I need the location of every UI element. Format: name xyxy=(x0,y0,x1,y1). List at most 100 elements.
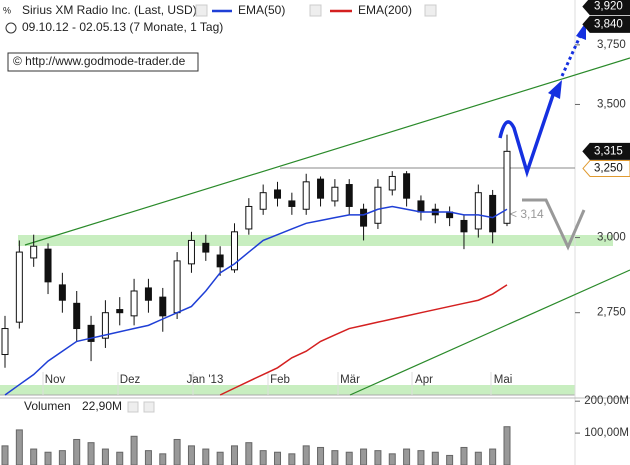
legend-label: EMA(50) xyxy=(238,3,285,17)
candle-body xyxy=(331,186,339,202)
candle-body xyxy=(116,309,124,314)
candle-body xyxy=(44,248,52,283)
y-tick-label: 2,750 xyxy=(597,307,626,319)
candle-body xyxy=(259,192,267,210)
settings-icon[interactable] xyxy=(127,401,139,413)
settings-icon[interactable] xyxy=(143,401,155,413)
candle-body xyxy=(202,242,210,253)
candle-body xyxy=(58,284,66,301)
x-tick-label: Mär xyxy=(340,374,360,386)
candle-body xyxy=(274,189,282,199)
price-tag-label: 3,840 xyxy=(594,18,623,30)
candle-body xyxy=(15,251,23,323)
volume-bar xyxy=(288,453,296,465)
volume-bar xyxy=(173,438,181,465)
volume-bar xyxy=(274,451,282,465)
candle-body xyxy=(360,208,368,227)
candle-body xyxy=(173,260,181,314)
price-tag-label: 3,315 xyxy=(594,145,623,157)
alt-projection xyxy=(522,198,586,251)
candle-body xyxy=(230,231,238,271)
y-tick-label: 3,750 xyxy=(597,39,626,51)
y-tick-label: 3,500 xyxy=(597,98,626,110)
x-tick-label: Dez xyxy=(120,374,141,386)
volume-bar xyxy=(317,446,325,465)
volume-bar xyxy=(58,450,66,465)
volume-bar xyxy=(388,453,396,465)
candle-body xyxy=(460,219,468,233)
volume-bar xyxy=(374,450,382,465)
candle-body xyxy=(503,150,511,224)
volume-bar xyxy=(159,453,167,465)
price-tag xyxy=(582,142,630,160)
volume-bar xyxy=(431,451,439,465)
projection-arrow xyxy=(498,94,555,178)
candle-body xyxy=(374,186,382,224)
ema-line xyxy=(219,284,508,396)
volume-current: 22,90M xyxy=(82,399,122,413)
candle-body xyxy=(101,312,109,339)
volume-bar xyxy=(87,442,95,465)
trend-line xyxy=(24,57,630,246)
settings-icon[interactable] xyxy=(195,4,208,17)
volume-bar xyxy=(417,450,425,465)
candle-body xyxy=(73,302,81,330)
candle-body xyxy=(159,296,167,317)
volume-bar xyxy=(446,454,454,465)
y2-tick-label: 200,00M xyxy=(584,395,629,407)
volume-bar xyxy=(230,445,238,465)
icon: % xyxy=(3,5,11,15)
settings-icon[interactable] xyxy=(424,4,437,17)
candle-body xyxy=(417,200,425,213)
volume-bar xyxy=(30,448,38,465)
copyright: © http://www.godmode-trader.de xyxy=(13,54,186,68)
candle-body xyxy=(130,290,138,317)
candle-body xyxy=(317,178,325,199)
volume-bar xyxy=(360,448,368,465)
projection-dotted xyxy=(560,33,583,77)
legend-label: EMA(200) xyxy=(358,3,412,17)
candle-body xyxy=(245,205,253,230)
volume-bar xyxy=(15,429,23,465)
volume-bar xyxy=(331,450,339,465)
arrowhead xyxy=(576,22,586,40)
volume-bar xyxy=(403,448,411,465)
price-tag xyxy=(582,0,630,16)
settings-icon[interactable] xyxy=(309,4,322,17)
candle-body xyxy=(87,324,95,342)
volume-bar xyxy=(302,445,310,465)
x-tick-label: Mai xyxy=(494,374,513,386)
candle-body xyxy=(216,254,224,268)
y-tick-label: 3,000 xyxy=(597,232,626,244)
price-tag xyxy=(582,15,630,33)
trend-line xyxy=(349,269,630,396)
x-tick-label: Feb xyxy=(270,374,290,386)
copyright-box xyxy=(7,52,199,72)
candle-body xyxy=(1,328,9,356)
annotation: < 3,14 xyxy=(510,207,544,221)
date-range: 09.10.12 - 02.05.13 (7 Monate, 1 Tag) xyxy=(22,20,223,34)
volume-bar xyxy=(101,448,109,465)
candle-body xyxy=(403,173,411,199)
support-band xyxy=(18,235,613,246)
volume-bar xyxy=(130,435,138,465)
candle-body xyxy=(345,184,353,207)
chart-title: Sirius XM Radio Inc. (Last, USD) xyxy=(22,3,197,17)
volume-bar xyxy=(474,451,482,465)
volume-bar xyxy=(259,450,267,465)
clock-icon xyxy=(5,22,17,34)
price-tag-label: 3,920 xyxy=(594,1,623,13)
volume-bar xyxy=(245,442,253,465)
volume-label: Volumen xyxy=(24,399,71,413)
volume-bar xyxy=(1,445,9,465)
candle-body xyxy=(30,245,38,259)
volume-bar xyxy=(489,448,497,465)
volume-bar xyxy=(187,445,195,465)
volume-bar xyxy=(44,451,52,465)
price-tag-label: 3,250 xyxy=(594,162,623,174)
volume-bar xyxy=(503,426,511,465)
volume-bar xyxy=(144,450,152,465)
volume-bar xyxy=(460,446,468,465)
volume-bar xyxy=(116,451,124,465)
